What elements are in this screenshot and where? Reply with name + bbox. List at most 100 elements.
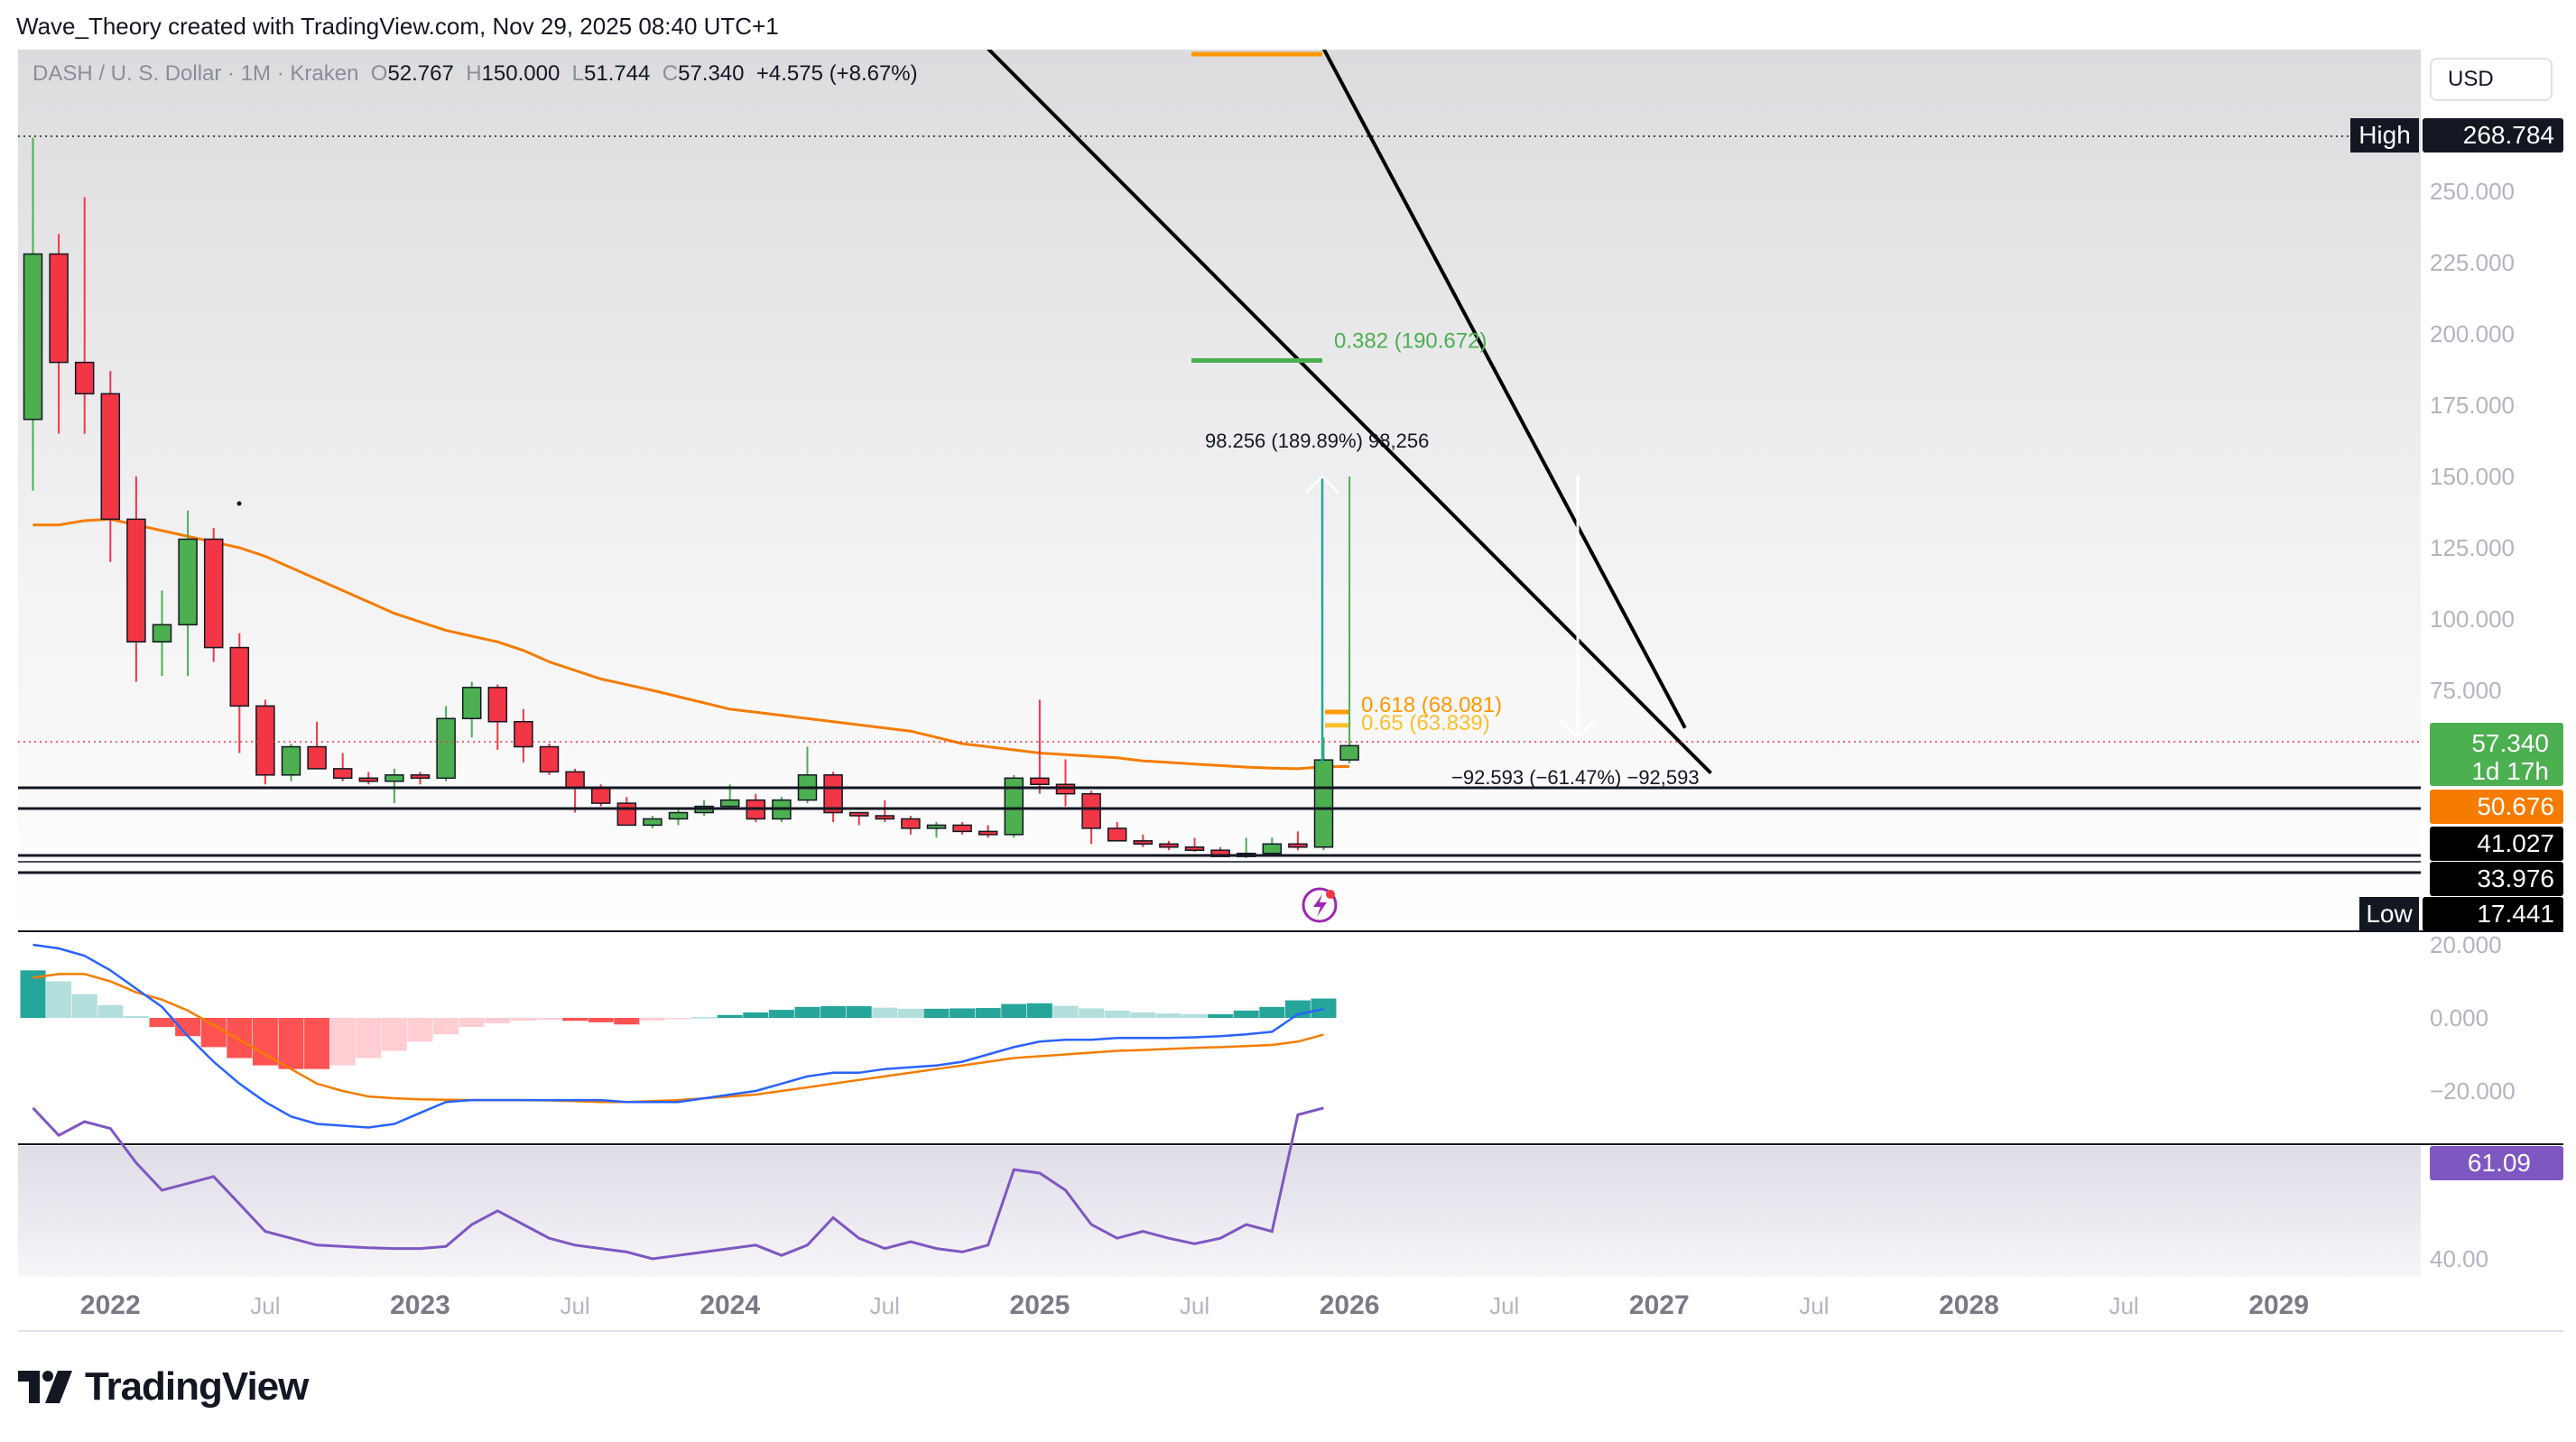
- time-axis-label: 2022: [80, 1290, 141, 1320]
- candle-body: [1262, 843, 1283, 855]
- candle-body: [461, 687, 482, 720]
- time-axis-label: 2028: [1939, 1290, 1999, 1320]
- price-axis-tick-label: 225.000: [2430, 249, 2515, 276]
- macd-histogram-bar: [97, 1004, 124, 1018]
- macd-histogram-bar: [510, 1018, 536, 1021]
- candle-body: [952, 824, 972, 833]
- macd-histogram-bar: [768, 1010, 794, 1018]
- time-axis-label: 2027: [1629, 1290, 1690, 1320]
- macd-histogram-bar: [459, 1018, 485, 1028]
- tradingview-logo[interactable]: TradingView: [18, 1364, 309, 1410]
- current-price-label: 57.340: [2471, 729, 2549, 757]
- candle-body: [487, 687, 508, 723]
- macd-histogram-bar: [872, 1007, 898, 1018]
- time-axis-label: 2029: [2248, 1290, 2309, 1320]
- rsi-pane-background: [18, 1146, 2421, 1277]
- candle-body: [978, 830, 998, 836]
- measure-up-arrowhead: [1305, 475, 1339, 494]
- macd-line: [32, 943, 1324, 1129]
- macd-histogram-bar: [536, 1018, 562, 1021]
- candle-body: [1004, 777, 1024, 836]
- macd-histogram-bar: [356, 1018, 382, 1058]
- candle-body: [203, 538, 224, 649]
- macd-histogram-bar: [691, 1017, 718, 1019]
- macd-histogram-bar: [1259, 1006, 1285, 1018]
- candle-body: [100, 393, 121, 521]
- time-axis-label: Jul: [560, 1292, 589, 1319]
- candle-body: [126, 518, 146, 643]
- fib-label-065: 0.65 (63.839): [1361, 711, 1490, 735]
- low-label: L: [571, 61, 584, 86]
- candle-body: [926, 824, 947, 829]
- time-axis-label: 2025: [1010, 1290, 1070, 1320]
- price-axis-tick-label: 75.000: [2430, 677, 2502, 704]
- macd-histogram-bar: [175, 1018, 201, 1037]
- rsi-line: [32, 1106, 1324, 1261]
- macd-histogram-bar: [381, 1018, 407, 1051]
- macd-axis-tick-label: −20.000: [2430, 1077, 2516, 1105]
- candle-body: [281, 745, 301, 776]
- candle-body: [436, 717, 456, 780]
- measure-up-label: 98.256 (189.89%) 98,256: [1205, 430, 1429, 452]
- candle-body: [385, 774, 404, 782]
- macd-histogram-bar: [1079, 1008, 1105, 1018]
- low-tag-label: Low: [2366, 900, 2413, 928]
- macd-axis-tick-label: 20.000: [2430, 931, 2502, 958]
- price-axis-tick-label: 175.000: [2430, 392, 2515, 419]
- measure-down-arrowhead: [1560, 720, 1596, 740]
- close-value: 57.340: [678, 61, 745, 86]
- macd-histogram-bar: [227, 1018, 253, 1058]
- macd-histogram-bar: [717, 1014, 743, 1018]
- lightning-bolt-icon: [1313, 894, 1327, 917]
- candle-body: [1081, 792, 1101, 829]
- candle-countdown-label: 1d 17h: [2471, 757, 2549, 785]
- candle-body: [875, 815, 895, 820]
- candle-body: [1313, 759, 1334, 848]
- time-axis-label: Jul: [2108, 1292, 2138, 1319]
- low-value: 51.744: [584, 61, 651, 86]
- macd-histogram-bar: [665, 1018, 691, 1020]
- candle-body: [823, 774, 843, 814]
- support-price-label: 41.027: [2477, 829, 2554, 857]
- macd-histogram-bar: [923, 1008, 950, 1018]
- candle-body: [49, 253, 69, 364]
- high-price-label: 268.784: [2463, 121, 2554, 149]
- time-axis-label: 2026: [1320, 1290, 1380, 1320]
- candle-body: [178, 538, 198, 626]
- currency-button[interactable]: USD: [2430, 58, 2553, 101]
- macd-histogram-bar: [794, 1006, 820, 1018]
- candle-body: [1030, 777, 1050, 785]
- macd-histogram-bar: [123, 1015, 149, 1018]
- high-price-label-box: [2423, 118, 2563, 153]
- tradingview-logo-icon: [18, 1371, 72, 1403]
- low-price-label: 17.441: [2477, 900, 2554, 928]
- time-axis-label: Jul: [250, 1292, 280, 1319]
- macd-histogram-bar: [1104, 1010, 1130, 1018]
- fib-label-0382: 0.382 (190.672): [1334, 328, 1487, 353]
- tradingview-logo-text: TradingView: [85, 1364, 309, 1409]
- low-price-label-box: [2423, 897, 2563, 931]
- support-price-label-2-box: [2430, 862, 2563, 896]
- candle-body: [590, 786, 611, 804]
- macd-histogram-bar: [200, 1018, 227, 1048]
- time-axis-label: Jul: [1180, 1292, 1209, 1319]
- price-axis-tick-label: 250.000: [2430, 178, 2515, 205]
- candle-body: [565, 771, 585, 789]
- open-label: O: [370, 61, 388, 86]
- candle-body: [307, 745, 327, 770]
- price-axis-tick-label: 125.000: [2430, 534, 2515, 561]
- candle-body: [1184, 846, 1205, 851]
- candle-body: [152, 624, 172, 643]
- candle-body: [358, 777, 379, 782]
- time-axis-label: 2024: [700, 1290, 760, 1320]
- macd-histogram-bar: [614, 1018, 640, 1025]
- candle-body: [616, 802, 637, 827]
- high-label: H: [466, 61, 482, 86]
- candle-body: [332, 768, 353, 780]
- time-axis-label: Jul: [1489, 1292, 1519, 1319]
- macd-histogram-bar: [743, 1012, 769, 1018]
- macd-histogram-bar: [820, 1006, 847, 1018]
- time-axis-label: Jul: [1799, 1292, 1829, 1319]
- symbol-info-line: DASH / U. S. Dollar · 1M · Kraken O52.76…: [32, 61, 918, 87]
